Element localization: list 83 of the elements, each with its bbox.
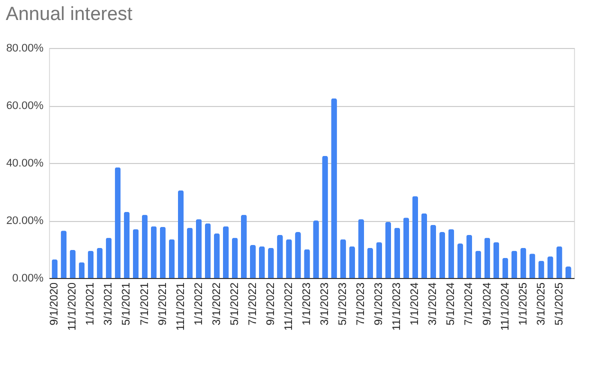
bar <box>376 242 382 278</box>
bar <box>412 196 418 278</box>
bar <box>466 234 472 278</box>
bar <box>60 230 67 278</box>
x-tick-label: 7/1/2021 <box>138 282 151 326</box>
bar <box>538 260 544 278</box>
bar <box>403 218 410 278</box>
x-tick-label: 3/1/2023 <box>319 282 332 326</box>
x-tick-label: 7/1/2024 <box>463 282 476 326</box>
x-tick-label: 11/1/2022 <box>282 282 295 331</box>
x-tick-label: 5/1/2022 <box>228 282 241 326</box>
x-tick-label: 1/1/2022 <box>192 282 205 326</box>
x-tick-label: 9/1/2022 <box>264 282 277 326</box>
bar <box>214 233 220 278</box>
bar <box>430 224 436 278</box>
bar <box>186 228 193 278</box>
x-tick-label: 5/1/2023 <box>337 282 350 326</box>
bar <box>529 254 536 278</box>
x-tick-label: 9/1/2023 <box>373 282 386 326</box>
y-tick-label: 20.00% <box>6 215 44 227</box>
y-tick-label: 0.00% <box>12 272 44 284</box>
bar <box>556 246 562 278</box>
x-tick-label: 3/1/2022 <box>210 282 223 326</box>
x-tick-label: 11/1/2020 <box>66 282 79 331</box>
bar <box>547 256 554 278</box>
x-tick-label: 7/1/2023 <box>355 282 368 326</box>
bar <box>204 223 211 278</box>
x-tick-label: 3/1/2025 <box>535 282 548 326</box>
bar <box>232 238 238 278</box>
x-tick-label: 5/1/2025 <box>553 282 566 326</box>
bar <box>367 248 374 278</box>
bar <box>150 226 157 278</box>
y-tick-label: 80.00% <box>6 42 44 54</box>
bar <box>394 228 400 278</box>
x-tick-label: 9/1/2021 <box>156 282 169 326</box>
bar <box>124 212 130 278</box>
bar <box>160 226 166 278</box>
x-tick-label: 11/1/2021 <box>174 282 187 331</box>
x-tick-label: 11/1/2023 <box>391 282 404 331</box>
bar <box>52 259 58 278</box>
bar <box>259 246 265 278</box>
x-tick-label: 1/1/2025 <box>517 282 530 326</box>
bar <box>484 238 490 278</box>
x-tick-label: 9/1/2024 <box>481 282 494 326</box>
bar <box>222 226 229 278</box>
x-tick-label: 5/1/2021 <box>120 282 133 326</box>
bar <box>196 219 202 278</box>
bar <box>88 250 94 278</box>
bar <box>421 213 428 278</box>
x-tick-label: 5/1/2024 <box>445 282 458 326</box>
x-tick-label: 1/1/2021 <box>84 282 97 326</box>
bar <box>493 242 500 278</box>
bar <box>178 190 184 278</box>
bar <box>502 258 508 278</box>
bar <box>114 167 121 278</box>
x-tick-label: 11/1/2024 <box>499 282 512 331</box>
bar <box>78 262 85 278</box>
chart-title: Annual interest <box>6 4 134 25</box>
y-tick-label: 40.00% <box>6 158 44 170</box>
bar <box>142 214 148 278</box>
bar <box>457 244 464 278</box>
bar <box>250 244 256 278</box>
x-tick-label: 1/1/2024 <box>409 282 422 326</box>
x-tick-label: 1/1/2023 <box>300 282 313 326</box>
bar <box>106 238 112 278</box>
x-tick-label: 7/1/2022 <box>246 282 259 326</box>
bar <box>240 214 247 278</box>
x-tick-label: 3/1/2024 <box>427 282 440 326</box>
bar <box>385 222 392 278</box>
x-tick-label: 3/1/2021 <box>102 282 115 326</box>
bar <box>358 219 364 278</box>
y-tick-label: 60.00% <box>6 100 44 112</box>
bar <box>132 229 139 278</box>
bar <box>168 239 175 278</box>
bar <box>475 250 482 278</box>
bar <box>70 250 76 278</box>
bar <box>565 266 572 278</box>
bar <box>439 232 446 278</box>
bar <box>511 250 518 278</box>
bar <box>96 248 103 278</box>
bar <box>448 229 454 278</box>
x-tick-label: 9/1/2020 <box>48 282 61 326</box>
bar <box>520 248 526 278</box>
